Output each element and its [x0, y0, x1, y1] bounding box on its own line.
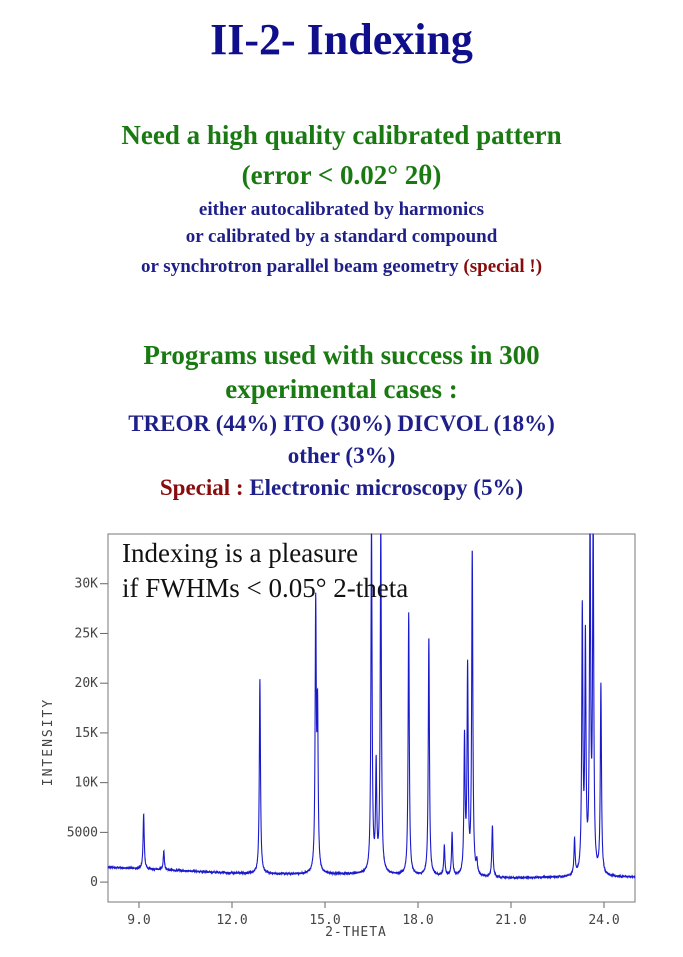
xrd-pattern-chart: 0 5000 10K 15K 20K 25K 30K 9.0 12.0 15.0 18.0 21.0… — [41, 533, 636, 940]
annotation-line1: Indexing is a pleasure — [122, 538, 358, 568]
special-method: Electronic microscopy (5%) — [243, 475, 524, 500]
y-tick-label: 10K — [75, 776, 99, 791]
x-tick-label: 9.0 — [127, 913, 150, 928]
x-tick-label: 12.0 — [216, 913, 247, 928]
y-tick-label: 0 — [90, 875, 98, 890]
programs-special: Special : Electronic microscopy (5%) — [0, 473, 683, 503]
programs-other: other (3%) — [287, 443, 396, 468]
y-tick-label: 20K — [75, 676, 99, 691]
x-tick-label: 15.0 — [309, 913, 340, 928]
y-tick-label: 15K — [75, 726, 99, 741]
y-axis: 0 5000 10K 15K 20K 25K 30K — [67, 577, 108, 890]
y-tick-label: 30K — [75, 577, 99, 592]
special-label: Special : — [159, 475, 244, 500]
x-axis: 9.0 12.0 15.0 18.0 21.0 24.0 — [127, 902, 620, 928]
requirement-option-2: or calibrated by a standard compound — [185, 226, 498, 247]
x-tick-label: 21.0 — [495, 913, 526, 928]
special-note: (special !) — [463, 256, 543, 277]
y-axis-label: INTENSITY — [41, 698, 56, 786]
requirement-option-3: or synchrotron parallel beam geometry (s… — [0, 254, 683, 280]
x-axis-label: 2-THETA — [325, 925, 387, 940]
x-tick-label: 24.0 — [588, 913, 619, 928]
diffraction-trace — [107, 533, 636, 881]
y-tick-label: 5000 — [67, 825, 98, 840]
x-tick-label: 18.0 — [402, 913, 433, 928]
requirement-option-1: either autocalibrated by harmonics — [198, 199, 485, 220]
programs-list: TREOR (44%) ITO (30%) DICVOL (18%) — [128, 411, 555, 436]
requirement-heading-line2: (error < 0.02° 2θ) — [241, 160, 442, 190]
requirement-option-3-text: or synchrotron parallel beam geometry — [140, 256, 464, 277]
programs-heading-line1: Programs used with success in 300 — [143, 340, 540, 370]
annotation-line2: if FWHMs < 0.05° 2-theta — [122, 573, 408, 603]
y-tick-label: 25K — [75, 626, 99, 641]
requirement-heading-line1: Need a high quality calibrated pattern — [121, 120, 562, 150]
programs-heading-line2: experimental cases : — [225, 374, 458, 404]
page-title: II-2- Indexing — [210, 15, 473, 64]
plot-area — [107, 533, 636, 903]
